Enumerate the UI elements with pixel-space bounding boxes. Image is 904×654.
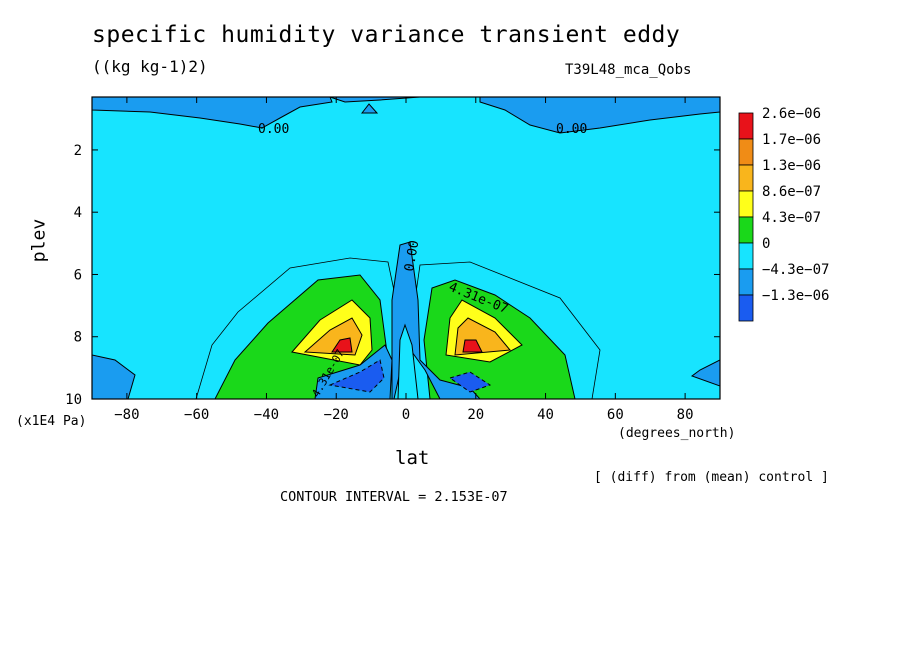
diff-note: [ (diff) from (mean) control ] [594,470,829,485]
y-tick-label: 6 [74,267,82,283]
legend: 2.6e−06 1.7e−06 1.3e−06 8.6e−07 4.3e−07 0 −4.3… [738,106,829,322]
x-tick-label: 60 [607,407,624,423]
contour-label: 0.00 [402,239,422,272]
y-tick-label: 4 [74,205,82,221]
contour-cyan-hole [397,323,419,399]
legend-swatch [738,138,754,166]
contour-negative-left-edge [92,354,136,399]
contour-deep-center-right [448,371,492,393]
x-tick-label: 0 [402,407,410,423]
x-tick-label: 40 [537,407,554,423]
legend-swatch [738,294,754,322]
legend-label: 0 [762,236,770,252]
contour-fields [92,97,720,399]
contour-negative-top-mid [329,97,421,103]
legend-swatch [738,216,754,244]
chart-title: specific humidity variance transient edd… [92,22,681,48]
run-label: T39L48_mca_Qobs [565,62,692,78]
legend-label: 4.3e−07 [762,210,821,226]
y-tick-label: 2 [74,143,82,159]
legend-swatch [738,112,754,140]
x-tick-label: −40 [254,407,279,423]
legend-label: 2.6e−06 [762,106,821,122]
x-tick-label: −20 [324,407,349,423]
legend-label: −1.3e−06 [762,288,829,304]
chart-units: ((kg kg-1)2) [92,57,208,76]
contour-negative-right-edge [690,359,720,387]
legend-swatch [738,242,754,270]
contour-red-right [462,339,483,353]
y-axis-unit: (x1E4 Pa) [16,414,87,429]
x-tick-label: 80 [677,407,694,423]
x-axis-unit: (degrees_north) [618,426,736,441]
x-axis-label: lat [395,447,430,469]
y-tick-label: 8 [74,330,82,346]
contour-red-left [331,337,353,353]
legend-swatch [738,268,754,296]
y-tick-label: 10 [65,392,82,408]
contour-interval: CONTOUR INTERVAL = 2.153E-07 [280,489,508,505]
legend-label: 1.7e−06 [762,132,821,148]
legend-label: −4.3e−07 [762,262,829,278]
contour-negative-top-left [92,97,333,129]
contour-negative-top-right [479,97,720,134]
axes: −80 −60 −40 −20 0 20 40 60 80 2 4 6 8 10 [65,97,720,423]
legend-swatch [738,164,754,192]
legend-swatch [738,190,754,218]
contour-label: 0.00 [556,122,587,137]
x-tick-label: −60 [184,407,209,423]
contour-deep-center-left [328,359,385,393]
x-tick-label: −80 [114,407,139,423]
x-tick-label: 20 [467,407,484,423]
contour-negative-top-small [360,103,379,114]
legend-label: 8.6e−07 [762,184,821,200]
contour-label: 0.00 [258,122,289,137]
legend-label: 1.3e−06 [762,158,821,174]
